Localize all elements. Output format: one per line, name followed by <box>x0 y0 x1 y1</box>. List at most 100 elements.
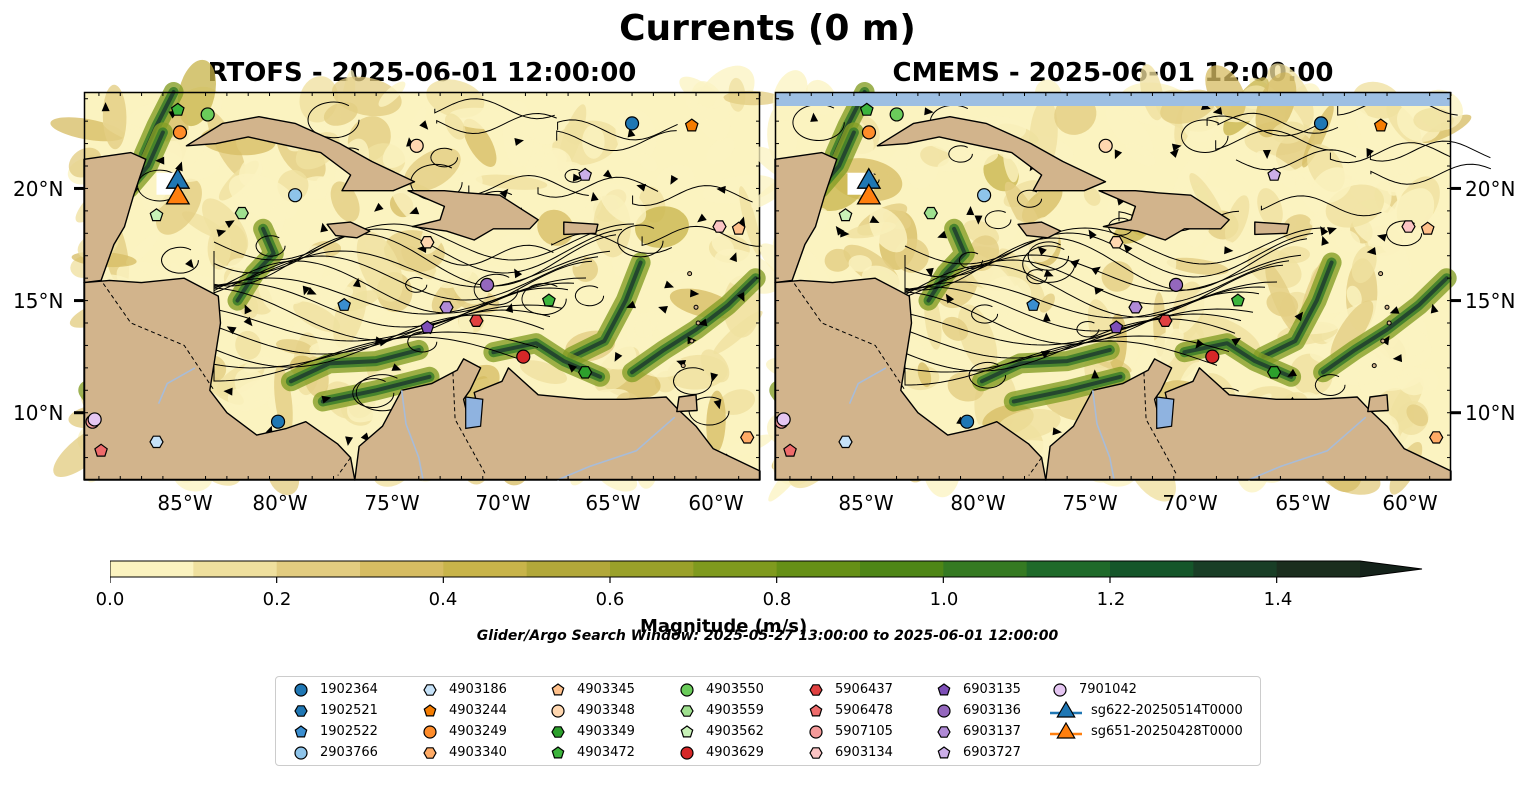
legend-marker-shape <box>680 682 694 697</box>
argo-float-marker <box>838 208 853 222</box>
legend-item-label: 4903244 <box>449 703 507 718</box>
legend-marker-shape <box>1053 682 1067 697</box>
legend-marker-icon <box>809 746 823 759</box>
lon-tick-label: 65°W <box>585 491 641 515</box>
legend-marker-shape <box>937 682 951 695</box>
legend-item-label: 1902521 <box>320 703 378 718</box>
argo-float-marker <box>923 206 938 220</box>
legend-item: 4903349 <box>547 721 635 742</box>
argo-float-marker <box>87 412 102 427</box>
legend-item: 4903562 <box>676 721 764 742</box>
colorbar-label: Magnitude (m/s) <box>640 616 808 637</box>
legend-marker-icon <box>809 683 823 696</box>
argo-float-marker <box>1109 320 1124 334</box>
legend-item: 4903186 <box>419 679 507 700</box>
legend-marker-icon <box>937 745 951 758</box>
argo-float-marker <box>469 314 484 327</box>
legend-marker-shape <box>680 704 694 717</box>
argo-float-marker <box>149 208 164 222</box>
argo-float-marker <box>1373 118 1388 132</box>
lon-tick-label: 85°W <box>838 491 894 515</box>
argo-float-marker <box>740 431 755 444</box>
legend-marker-icon <box>680 724 694 737</box>
lon-tick-label: 60°W <box>688 491 744 515</box>
legend: 1902364 1902521 1902522 2903766 4903186 49032… <box>275 676 1261 766</box>
argo-float-marker <box>479 277 495 292</box>
legend-marker-icon <box>937 682 951 695</box>
argo-float-marker <box>1266 366 1282 379</box>
legend-marker-icon <box>294 724 308 737</box>
legend-marker-icon <box>294 682 308 697</box>
legend-marker-shape <box>423 724 437 739</box>
legend-marker-icon <box>551 725 565 738</box>
argo-float-marker <box>1230 293 1245 307</box>
legend-marker-shape <box>680 745 694 760</box>
argo-float-marker <box>420 320 435 334</box>
legend-marker-icon <box>551 682 565 695</box>
legend-item-label: 4903472 <box>577 745 635 760</box>
argo-float-marker <box>1429 431 1444 444</box>
legend-item: 6903727 <box>933 742 1021 763</box>
legend-item: 7901042 <box>1049 679 1137 700</box>
legend-item: 6903134 <box>805 742 893 763</box>
legend-item: 2903766 <box>290 742 378 763</box>
legend-marker-icon <box>937 725 951 738</box>
argo-float-marker <box>149 435 164 449</box>
legend-item-label: 4903349 <box>577 724 635 739</box>
colorbar-tick-label: 1.0 <box>929 589 959 610</box>
argo-float-marker <box>731 221 746 235</box>
legend-item-label: 1902364 <box>320 682 378 697</box>
lon-tick-label: 70°W <box>1162 491 1218 515</box>
legend-item: 4903345 <box>547 679 635 700</box>
legend-marker-shape <box>294 724 308 737</box>
argo-float-marker <box>337 297 352 311</box>
argo-float-marker <box>1205 349 1220 364</box>
legend-item: 5906437 <box>805 679 893 700</box>
argo-float-marker <box>234 206 249 220</box>
legend-marker-icon <box>551 703 565 718</box>
lat-tick-label: 10°N <box>1465 401 1516 425</box>
legend-item-label: 2903766 <box>320 745 378 760</box>
argo-float-marker <box>420 236 435 249</box>
argo-float-marker <box>1168 277 1184 292</box>
legend-marker-icon <box>680 682 694 697</box>
legend-item-label: 4903550 <box>706 682 764 697</box>
legend-item-label: 6903135 <box>963 682 1021 697</box>
legend-marker-shape <box>294 682 308 697</box>
argo-float-marker <box>1267 167 1282 181</box>
legend-item: 5906478 <box>805 700 893 721</box>
argo-float-marker <box>439 301 454 314</box>
legend-item: 4903244 <box>419 700 507 721</box>
legend-item: 1902521 <box>290 700 378 721</box>
figure-title: Currents (0 m) <box>619 8 916 49</box>
lon-tick-label: 85°W <box>157 491 213 515</box>
legend-marker-shape <box>423 746 437 759</box>
legend-marker-icon <box>1050 700 1082 718</box>
argo-float-marker <box>541 293 556 307</box>
lon-tick-label: 80°W <box>252 491 308 515</box>
lat-tick-label: 10°N <box>13 401 64 425</box>
lon-tick-label: 60°W <box>1382 491 1438 515</box>
legend-marker-shape <box>937 745 951 758</box>
legend-marker-shape <box>294 704 308 717</box>
argo-float-marker <box>776 412 791 427</box>
legend-item-label: sg651-20250428T0000 <box>1091 724 1243 739</box>
legend-item-label: 1902522 <box>320 724 378 739</box>
legend-marker-shape <box>937 703 951 718</box>
legend-item-label: 4903249 <box>449 724 507 739</box>
argo-float-marker <box>959 414 975 429</box>
argo-float-marker <box>1158 314 1173 327</box>
legend-item: 4903249 <box>419 721 507 742</box>
legend-item-label: sg622-20250514T0000 <box>1091 703 1243 718</box>
legend-item-label: 6903137 <box>963 724 1021 739</box>
argo-float-marker <box>1401 220 1416 233</box>
glider-sg651-marker <box>856 183 882 205</box>
colorbar-tick-label: 0.0 <box>95 589 125 610</box>
legend-item-label: 6903727 <box>963 745 1021 760</box>
legend-item-label: 6903134 <box>835 745 893 760</box>
colorbar-tick-label: 0.4 <box>428 589 458 610</box>
legend-item: sg622-20250514T0000 <box>1049 700 1243 721</box>
argo-float-marker <box>783 443 797 457</box>
rtofs-currents-map <box>50 59 781 496</box>
legend-item: 4903340 <box>419 742 507 763</box>
